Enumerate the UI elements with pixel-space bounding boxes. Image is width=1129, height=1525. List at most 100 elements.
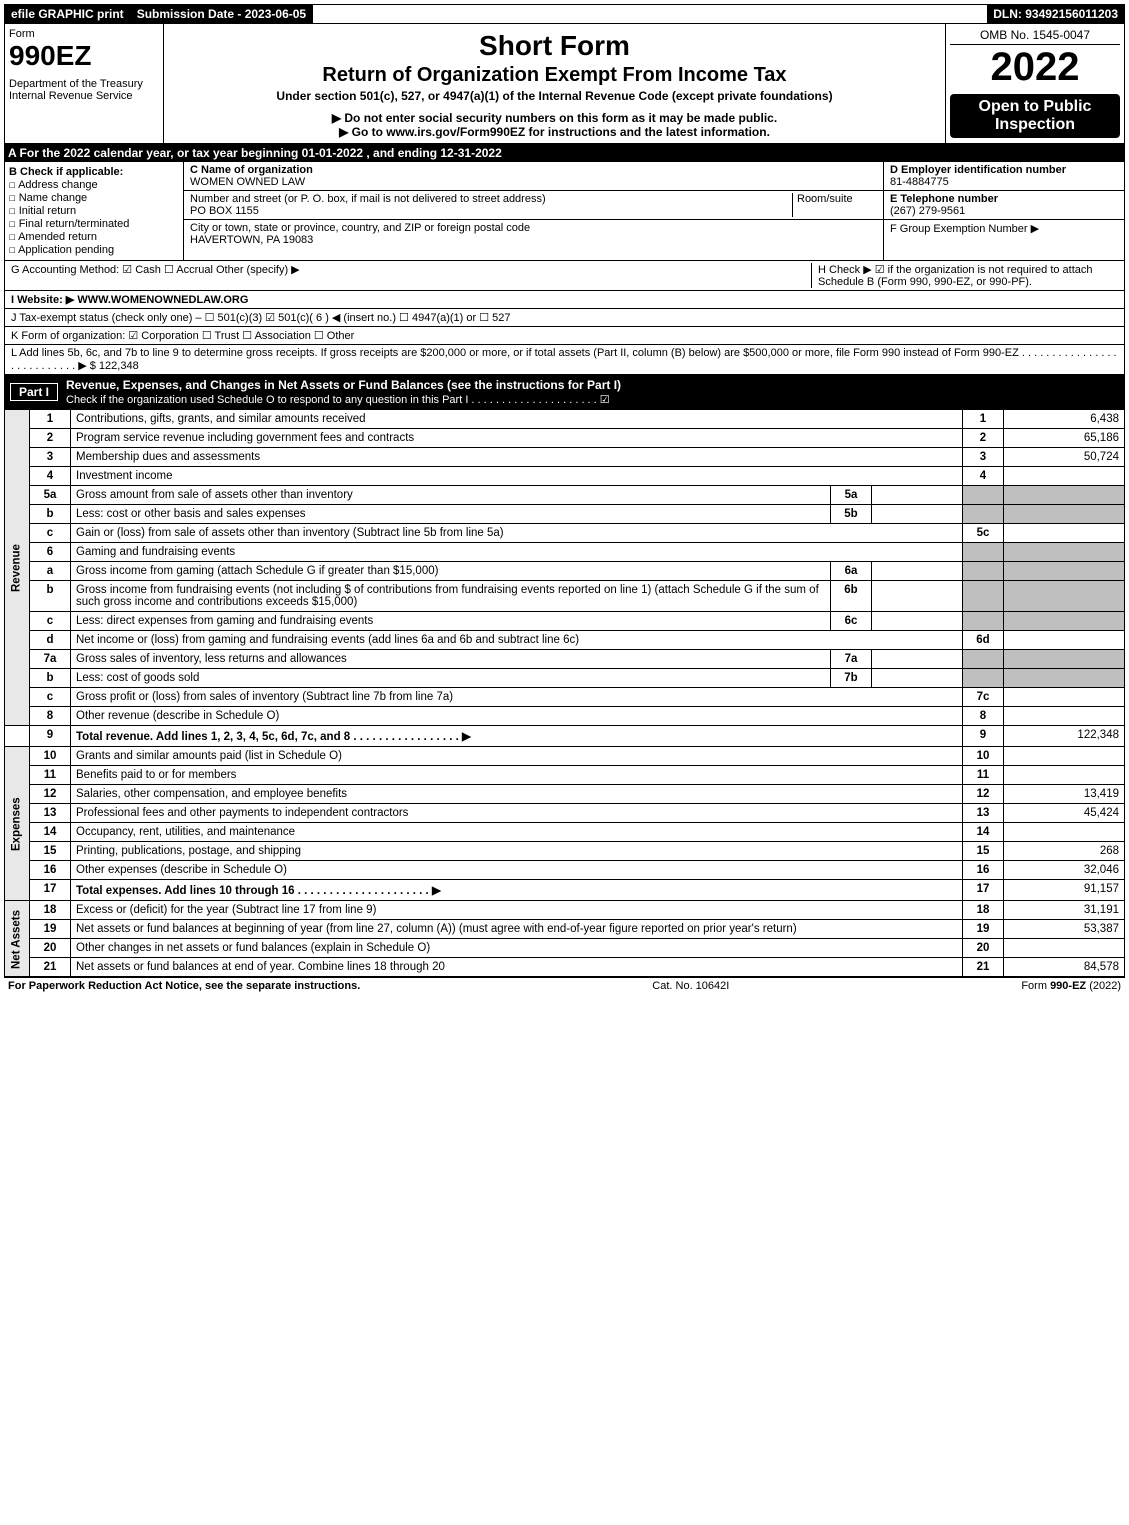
- street: PO BOX 1155: [190, 205, 259, 217]
- l5a-mv: [872, 486, 963, 505]
- group-exemption: F Group Exemption Number ▶: [884, 220, 1124, 237]
- city-label: City or town, state or province, country…: [190, 222, 530, 234]
- l6-text: Gaming and fundraising events: [71, 543, 963, 562]
- l5a-m: 5a: [831, 486, 872, 505]
- chk-final[interactable]: Final return/terminated: [19, 218, 130, 230]
- side-expenses: Expenses: [5, 747, 30, 901]
- l7b-mv: [872, 669, 963, 688]
- street-label: Number and street (or P. O. box, if mail…: [190, 193, 546, 205]
- l6c-text: Less: direct expenses from gaming and fu…: [71, 612, 831, 631]
- chk-initial[interactable]: Initial return: [19, 205, 76, 217]
- l20-no: 20: [30, 939, 71, 958]
- chk-name[interactable]: Name change: [19, 192, 88, 204]
- form-label: Form: [9, 28, 159, 40]
- l13-text: Professional fees and other payments to …: [71, 804, 963, 823]
- l3-no: 3: [30, 448, 71, 467]
- l19-text: Net assets or fund balances at beginning…: [71, 920, 963, 939]
- l6a-text: Gross income from gaming (attach Schedul…: [71, 562, 831, 581]
- section-l: L Add lines 5b, 6c, and 7b to line 9 to …: [4, 345, 1125, 375]
- l11-amt: [1004, 766, 1125, 785]
- l16-ref: 16: [963, 861, 1004, 880]
- goto-link[interactable]: ▶ Go to www.irs.gov/Form990EZ for instru…: [172, 125, 937, 139]
- section-i[interactable]: I Website: ▶ WWW.WOMENOWNEDLAW.ORG: [4, 291, 1125, 309]
- l7a-no: 7a: [30, 650, 71, 669]
- l11-ref: 11: [963, 766, 1004, 785]
- lines-table: Revenue 1 Contributions, gifts, grants, …: [4, 409, 1125, 977]
- l17-text: Total expenses. Add lines 10 through 16 …: [76, 885, 441, 897]
- ein-label: D Employer identification number: [890, 164, 1066, 176]
- l2-amt: 65,186: [1004, 429, 1125, 448]
- dln: DLN: 93492156011203: [987, 5, 1124, 23]
- l4-text: Investment income: [71, 467, 963, 486]
- l11-text: Benefits paid to or for members: [71, 766, 963, 785]
- l7b-text: Less: cost of goods sold: [71, 669, 831, 688]
- efile-label[interactable]: efile GRAPHIC print: [5, 5, 131, 23]
- submission-date: Submission Date - 2023-06-05: [131, 5, 313, 23]
- l6d-amt: [1004, 631, 1125, 650]
- l2-text: Program service revenue including govern…: [71, 429, 963, 448]
- footer-right: Form 990-EZ (2022): [1021, 980, 1121, 992]
- no-ssn-note: ▶ Do not enter social security numbers o…: [172, 111, 937, 125]
- l10-text: Grants and similar amounts paid (list in…: [71, 747, 963, 766]
- l12-no: 12: [30, 785, 71, 804]
- chk-amended[interactable]: Amended return: [18, 231, 97, 243]
- top-bar: efile GRAPHIC print Submission Date - 20…: [4, 4, 1125, 24]
- l1-text: Contributions, gifts, grants, and simila…: [71, 410, 963, 429]
- l7c-text: Gross profit or (loss) from sales of inv…: [71, 688, 963, 707]
- l14-amt: [1004, 823, 1125, 842]
- l4-no: 4: [30, 467, 71, 486]
- l8-text: Other revenue (describe in Schedule O): [71, 707, 963, 726]
- phone: (267) 279-9561: [890, 205, 965, 217]
- ein: 81-4884775: [890, 176, 949, 188]
- l12-text: Salaries, other compensation, and employ…: [71, 785, 963, 804]
- l4-amt: [1004, 467, 1125, 486]
- side-netassets: Net Assets: [5, 901, 30, 977]
- l19-ref: 19: [963, 920, 1004, 939]
- form-number: 990EZ: [9, 40, 159, 72]
- b-label: B Check if applicable:: [9, 166, 123, 178]
- l6b-m: 6b: [831, 581, 872, 612]
- short-form-title: Short Form: [172, 30, 937, 62]
- l13-amt: 45,424: [1004, 804, 1125, 823]
- l5c-ref: 5c: [963, 524, 1004, 543]
- room-label: Room/suite: [792, 193, 877, 217]
- l17-amt: 91,157: [1004, 880, 1125, 901]
- l3-text: Membership dues and assessments: [71, 448, 963, 467]
- l21-amt: 84,578: [1004, 958, 1125, 977]
- l10-ref: 10: [963, 747, 1004, 766]
- l16-no: 16: [30, 861, 71, 880]
- open-public: Open to Public Inspection: [950, 94, 1120, 138]
- section-k: K Form of organization: ☑ Corporation ☐ …: [4, 327, 1125, 345]
- l14-text: Occupancy, rent, utilities, and maintena…: [71, 823, 963, 842]
- l6d-text: Net income or (loss) from gaming and fun…: [71, 631, 963, 650]
- l8-amt: [1004, 707, 1125, 726]
- l6b-text: Gross income from fundraising events (no…: [71, 581, 831, 612]
- dept-label: Department of the Treasury Internal Reve…: [9, 78, 159, 102]
- l1-no: 1: [30, 410, 71, 429]
- phone-label: E Telephone number: [890, 193, 998, 205]
- l8-no: 8: [30, 707, 71, 726]
- l21-no: 21: [30, 958, 71, 977]
- l21-ref: 21: [963, 958, 1004, 977]
- section-a: A For the 2022 calendar year, or tax yea…: [4, 144, 1125, 162]
- main-title: Return of Organization Exempt From Incom…: [172, 64, 937, 87]
- l7a-text: Gross sales of inventory, less returns a…: [71, 650, 831, 669]
- l15-amt: 268: [1004, 842, 1125, 861]
- l14-no: 14: [30, 823, 71, 842]
- l10-no: 10: [30, 747, 71, 766]
- section-j: J Tax-exempt status (check only one) – ☐…: [4, 309, 1125, 327]
- chk-address[interactable]: Address change: [18, 179, 98, 191]
- l9-ref: 9: [963, 726, 1004, 747]
- l15-text: Printing, publications, postage, and shi…: [71, 842, 963, 861]
- l15-ref: 15: [963, 842, 1004, 861]
- org-name: WOMEN OWNED LAW: [190, 176, 305, 188]
- omb-no: OMB No. 1545-0047: [950, 28, 1120, 45]
- chk-pending[interactable]: Application pending: [18, 244, 114, 256]
- under-section: Under section 501(c), 527, or 4947(a)(1)…: [172, 89, 937, 103]
- l15-no: 15: [30, 842, 71, 861]
- l6a-no: a: [30, 562, 71, 581]
- form-header: Form 990EZ Department of the Treasury In…: [4, 24, 1125, 144]
- l9-no: 9: [30, 726, 71, 747]
- l7b-m: 7b: [831, 669, 872, 688]
- l18-text: Excess or (deficit) for the year (Subtra…: [71, 901, 963, 920]
